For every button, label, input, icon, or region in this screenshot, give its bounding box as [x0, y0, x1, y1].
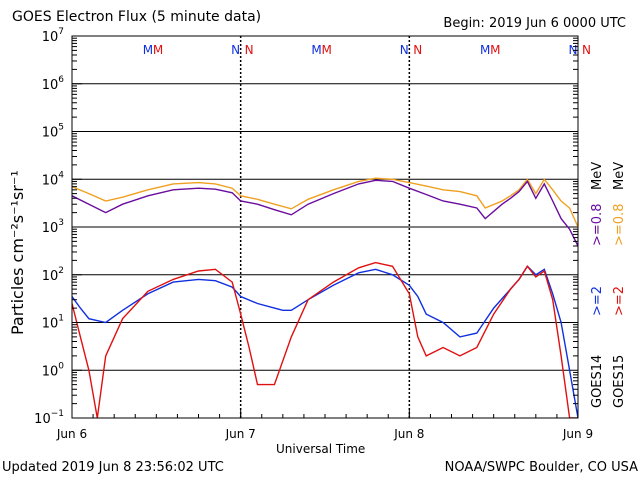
marker-N-14: N	[231, 43, 240, 57]
marker-N-15: N	[413, 43, 422, 57]
series-goes15_high	[72, 261, 578, 418]
x-tick-label: Jun 6	[56, 427, 87, 441]
grid	[72, 36, 578, 418]
marker-M-14: M	[143, 43, 153, 57]
y-tick-label: 105	[42, 123, 64, 141]
marker-N-14: N	[568, 43, 577, 57]
chart-title: GOES Electron Flux (5 minute data)	[12, 9, 262, 25]
series-goes14_low	[72, 179, 578, 247]
marker-M-15: M	[322, 43, 332, 57]
y-tick-label: 102	[42, 266, 64, 284]
marker-N-15: N	[245, 43, 254, 57]
series-goes15_low	[72, 177, 578, 228]
x-tick-label: Jun 9	[562, 427, 593, 441]
marker-M-14: M	[480, 43, 490, 57]
marker-M-15: M	[153, 43, 163, 57]
y-tick-label: 107	[42, 27, 64, 45]
marker-N-15: N	[582, 43, 591, 57]
marker-N-14: N	[400, 43, 409, 57]
marker-M-15: M	[490, 43, 500, 57]
y-tick-label: 106	[42, 75, 65, 93]
begin-time: Begin: 2019 Jun 6 0000 UTC	[443, 16, 626, 31]
y-tick-label: 100	[42, 361, 65, 379]
marker-M-14: M	[311, 43, 321, 57]
y-tick-label: 10−1	[34, 409, 64, 427]
x-tick-label: Jun 8	[393, 427, 424, 441]
updated-timestamp: Updated 2019 Jun 8 23:56:02 UTC	[2, 460, 224, 475]
y-tick-label: 101	[42, 314, 64, 332]
y-tick-label: 104	[42, 170, 65, 188]
credit-label: NOAA/SWPC Boulder, CO USA	[444, 460, 638, 475]
series-group	[72, 177, 578, 418]
x-axis-label: Universal Time	[276, 442, 366, 456]
x-tick-label: Jun 7	[225, 427, 256, 441]
y-tick-label: 103	[42, 218, 64, 236]
series-goes14_high	[72, 265, 578, 418]
axes: 10−1 100 101 102 103 104 105 106 107 Jun 6 Jun 7 Ju…	[34, 27, 593, 441]
